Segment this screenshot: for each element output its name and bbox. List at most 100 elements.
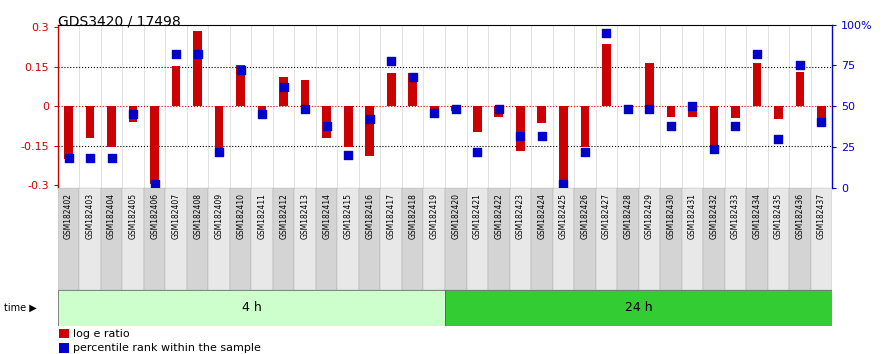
Bar — [639, 188, 660, 290]
Bar — [344, 106, 352, 147]
Point — [362, 116, 376, 122]
Bar — [129, 106, 137, 122]
Bar — [703, 188, 724, 290]
Bar — [337, 188, 359, 290]
Text: GSM182407: GSM182407 — [172, 193, 181, 239]
Text: GSM182434: GSM182434 — [752, 193, 761, 239]
Bar — [166, 188, 187, 290]
Point — [514, 133, 528, 138]
Text: GSM182424: GSM182424 — [538, 193, 546, 239]
Bar — [316, 188, 337, 290]
Text: time ▶: time ▶ — [4, 303, 37, 313]
Bar — [667, 106, 676, 117]
Bar — [123, 188, 144, 290]
Bar — [531, 188, 553, 290]
Bar — [58, 188, 79, 290]
Bar — [724, 188, 746, 290]
Point — [427, 110, 441, 115]
Bar — [445, 290, 832, 326]
Bar — [817, 106, 826, 122]
Point — [599, 30, 613, 36]
Bar — [214, 106, 223, 152]
Bar — [559, 106, 568, 184]
Bar — [409, 73, 417, 106]
Point — [556, 182, 570, 187]
Bar — [301, 80, 310, 106]
Text: GSM182421: GSM182421 — [473, 193, 481, 239]
Bar — [516, 106, 524, 151]
Text: GSM182436: GSM182436 — [796, 193, 805, 239]
Bar — [60, 343, 69, 353]
Point — [470, 149, 484, 155]
Bar — [230, 188, 252, 290]
Bar — [273, 188, 295, 290]
Point — [620, 107, 635, 112]
Text: GSM182406: GSM182406 — [150, 193, 159, 239]
Bar — [208, 188, 230, 290]
Point — [61, 155, 76, 161]
Bar — [424, 188, 445, 290]
Bar — [602, 45, 611, 106]
Bar — [553, 188, 574, 290]
Text: GSM182404: GSM182404 — [107, 193, 116, 239]
Bar — [430, 106, 439, 117]
Point — [341, 152, 355, 158]
Point — [749, 51, 764, 57]
Bar — [402, 188, 424, 290]
Point — [126, 112, 141, 117]
Bar — [85, 106, 94, 138]
Bar — [617, 188, 639, 290]
Bar — [624, 106, 632, 112]
Point — [578, 149, 592, 155]
Point — [772, 136, 786, 142]
Bar — [688, 106, 697, 117]
Point — [212, 149, 226, 155]
Bar — [58, 290, 445, 326]
Bar — [258, 106, 266, 117]
Bar — [774, 106, 782, 119]
Text: GSM182423: GSM182423 — [516, 193, 525, 239]
Point — [643, 107, 657, 112]
Point — [320, 123, 334, 129]
Bar — [796, 72, 805, 106]
Bar — [473, 106, 481, 132]
Text: GSM182416: GSM182416 — [365, 193, 374, 239]
Point — [190, 51, 205, 57]
Bar — [252, 188, 273, 290]
Text: GSM182418: GSM182418 — [409, 193, 417, 239]
Bar — [387, 73, 395, 106]
Text: GSM182437: GSM182437 — [817, 193, 826, 239]
Bar — [580, 106, 589, 147]
Text: GSM182413: GSM182413 — [301, 193, 310, 239]
Point — [406, 74, 420, 80]
Point — [148, 182, 162, 187]
Bar — [767, 188, 789, 290]
Bar — [295, 188, 316, 290]
Text: GSM182414: GSM182414 — [322, 193, 331, 239]
Point — [233, 68, 247, 73]
Text: log e ratio: log e ratio — [73, 329, 130, 339]
Text: GSM182433: GSM182433 — [731, 193, 740, 239]
Point — [384, 58, 399, 63]
Text: GSM182415: GSM182415 — [344, 193, 352, 239]
Point — [298, 107, 312, 112]
Point — [793, 63, 807, 68]
Text: GSM182420: GSM182420 — [451, 193, 460, 239]
Text: GSM182425: GSM182425 — [559, 193, 568, 239]
Bar — [451, 106, 460, 112]
Bar — [574, 188, 595, 290]
Text: GSM182410: GSM182410 — [236, 193, 245, 239]
Text: GSM182405: GSM182405 — [129, 193, 138, 239]
Bar — [682, 188, 703, 290]
Point — [169, 51, 183, 57]
Bar — [150, 106, 159, 184]
Bar — [731, 106, 740, 118]
Text: 24 h: 24 h — [625, 302, 652, 314]
Text: GSM182411: GSM182411 — [258, 193, 267, 239]
Text: GSM182428: GSM182428 — [623, 193, 632, 239]
Point — [685, 103, 700, 109]
Point — [814, 120, 829, 125]
Bar — [359, 188, 381, 290]
Text: percentile rank within the sample: percentile rank within the sample — [73, 343, 261, 353]
Bar — [495, 106, 503, 117]
